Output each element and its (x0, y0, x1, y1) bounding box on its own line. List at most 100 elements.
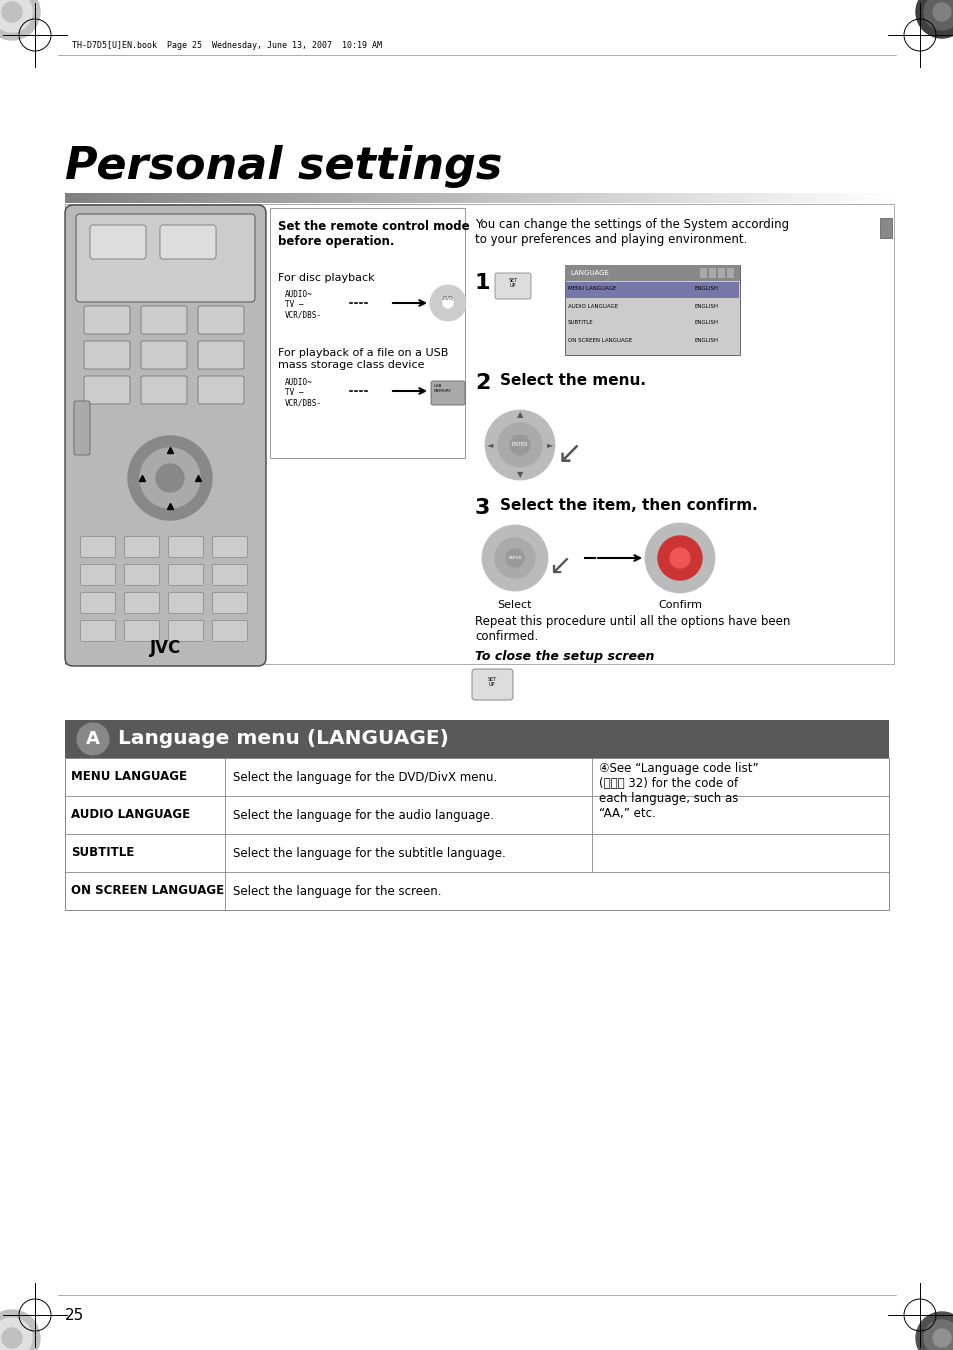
Bar (889, 193, 894, 202)
Bar (637, 193, 641, 202)
Text: SET
UP: SET UP (508, 278, 517, 289)
Bar (342, 193, 347, 202)
Bar (94, 193, 98, 202)
Text: ▲: ▲ (517, 410, 522, 420)
Bar (785, 193, 790, 202)
FancyBboxPatch shape (84, 306, 130, 333)
Text: 1: 1 (475, 273, 490, 293)
Text: ▼: ▼ (517, 471, 522, 479)
Circle shape (0, 0, 32, 32)
Bar (695, 193, 699, 202)
Circle shape (644, 522, 714, 593)
Bar (720, 193, 723, 202)
FancyBboxPatch shape (169, 564, 203, 586)
Text: ON SCREEN LANGUAGE: ON SCREEN LANGUAGE (71, 884, 224, 898)
Bar (276, 193, 281, 202)
Bar (222, 193, 227, 202)
Bar (268, 193, 273, 202)
Bar (252, 193, 256, 202)
Bar (879, 217, 891, 238)
Circle shape (923, 1320, 953, 1350)
Bar (164, 193, 169, 202)
Text: A: A (86, 730, 100, 748)
Bar (351, 193, 355, 202)
FancyBboxPatch shape (213, 564, 247, 586)
Text: ►: ► (546, 440, 553, 450)
Bar (802, 193, 806, 202)
Bar (189, 193, 193, 202)
Bar (404, 193, 409, 202)
Bar (197, 193, 202, 202)
Bar (479, 193, 483, 202)
Text: SUBTITLE: SUBTITLE (71, 846, 134, 860)
Bar (860, 193, 864, 202)
Bar (884, 193, 889, 202)
Bar (247, 193, 252, 202)
Bar (520, 193, 525, 202)
Text: ENGLISH: ENGLISH (695, 338, 719, 343)
Bar (624, 193, 629, 202)
Bar (794, 193, 799, 202)
FancyBboxPatch shape (213, 593, 247, 613)
Text: 25: 25 (65, 1308, 84, 1323)
Bar (210, 193, 214, 202)
Text: Select the language for the subtitle language.: Select the language for the subtitle lan… (233, 846, 505, 860)
Bar (132, 193, 136, 202)
Bar (773, 193, 778, 202)
Text: ENGLISH: ENGLISH (695, 304, 719, 309)
Text: ↙: ↙ (557, 440, 582, 470)
Bar (111, 193, 115, 202)
Bar (139, 193, 144, 202)
Bar (322, 193, 326, 202)
Bar (375, 193, 380, 202)
Bar (409, 193, 414, 202)
Bar (700, 269, 706, 278)
Bar (781, 193, 786, 202)
Bar (835, 193, 840, 202)
Bar (239, 193, 243, 202)
Bar (400, 193, 405, 202)
Bar (206, 193, 211, 202)
FancyBboxPatch shape (198, 306, 244, 333)
Bar (545, 193, 550, 202)
Bar (227, 193, 231, 202)
Circle shape (510, 435, 530, 455)
Text: ENGLISH: ENGLISH (695, 320, 719, 325)
Bar (255, 193, 260, 202)
Bar (669, 193, 674, 202)
Bar (537, 193, 541, 202)
Bar (524, 193, 529, 202)
Text: USB
MEMORY: USB MEMORY (434, 383, 452, 393)
Circle shape (2, 1328, 22, 1349)
Bar (65, 757, 888, 910)
Bar (657, 193, 661, 202)
Circle shape (0, 1310, 40, 1350)
Bar (309, 193, 314, 202)
Bar (661, 193, 666, 202)
Bar (176, 193, 181, 202)
FancyBboxPatch shape (169, 593, 203, 613)
Text: To close the setup screen: To close the setup screen (475, 649, 654, 663)
Bar (764, 193, 769, 202)
Bar (649, 193, 654, 202)
Bar (707, 193, 711, 202)
Bar (202, 193, 206, 202)
Bar (877, 193, 882, 202)
Bar (686, 193, 691, 202)
Bar (674, 193, 679, 202)
Circle shape (915, 1312, 953, 1350)
Bar (185, 193, 190, 202)
Bar (107, 193, 111, 202)
Bar (347, 193, 351, 202)
Text: LANGUAGE: LANGUAGE (569, 270, 608, 275)
Bar (558, 193, 562, 202)
Bar (847, 193, 852, 202)
FancyBboxPatch shape (198, 377, 244, 404)
Bar (740, 193, 744, 202)
Bar (508, 193, 513, 202)
Bar (86, 193, 91, 202)
Bar (810, 193, 815, 202)
FancyBboxPatch shape (169, 536, 203, 558)
Bar (193, 193, 198, 202)
Bar (777, 193, 781, 202)
